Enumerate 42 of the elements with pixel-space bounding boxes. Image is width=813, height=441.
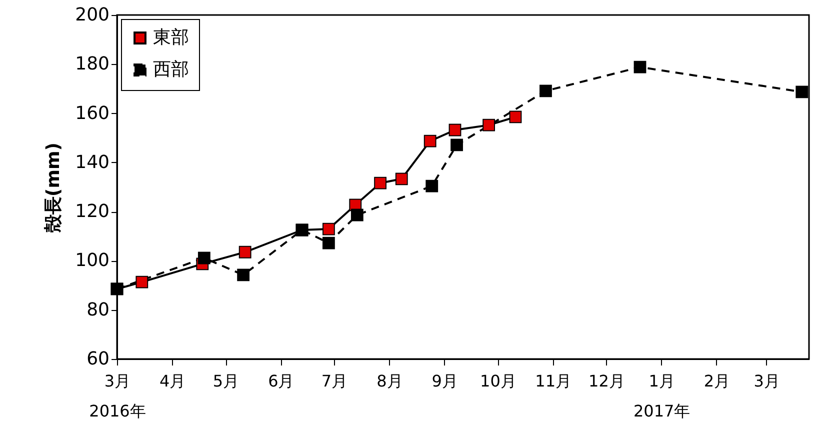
x-tick-label: 3月 [754, 372, 780, 390]
legend-label: 東部 [153, 27, 189, 48]
point [450, 138, 463, 152]
point [482, 118, 495, 132]
y-tick-label: 100 [75, 250, 110, 272]
y-tick-label: 160 [75, 102, 110, 124]
point [395, 172, 408, 186]
y-tick-label: 80 [86, 299, 110, 320]
y-tick-label: 60 [86, 348, 110, 370]
point [374, 176, 386, 190]
point [796, 86, 808, 98]
y-tick-label: 120 [75, 201, 110, 222]
point [634, 60, 646, 74]
x-tick-label: 1月 2017年 [633, 372, 690, 420]
point [448, 124, 462, 136]
x-tick-label: 5月 [212, 372, 240, 390]
point [136, 276, 148, 288]
x-tick-label: 8月 [376, 372, 403, 390]
x-tick-label: 6月 [268, 372, 294, 390]
point [424, 134, 436, 148]
y-axis-title: 殻長(mm) [43, 142, 64, 234]
x-tick-label: 2月 [704, 372, 730, 390]
y-tick-label: 140 [75, 152, 110, 173]
x-tick-label: 10月 [480, 372, 516, 390]
point [322, 236, 335, 250]
legend-label: 西部 [153, 59, 189, 80]
point [198, 252, 210, 264]
x-tick-label: 9月 [432, 372, 458, 390]
x-tick-label: 3月 2016年 [89, 372, 146, 420]
x-tick-label: 7月 [321, 372, 348, 390]
point [237, 268, 250, 282]
x-tick-label: 4月 [160, 372, 186, 390]
point [509, 110, 522, 124]
x-tick-label: 12月 [588, 372, 625, 390]
x-tick-label: 11月 [535, 372, 572, 390]
point [426, 180, 438, 192]
point [238, 246, 252, 258]
point [540, 84, 552, 98]
point [322, 222, 335, 236]
y-tick-label: 180 [75, 54, 110, 75]
point [350, 208, 364, 222]
y-tick-label: 200 [75, 4, 110, 26]
